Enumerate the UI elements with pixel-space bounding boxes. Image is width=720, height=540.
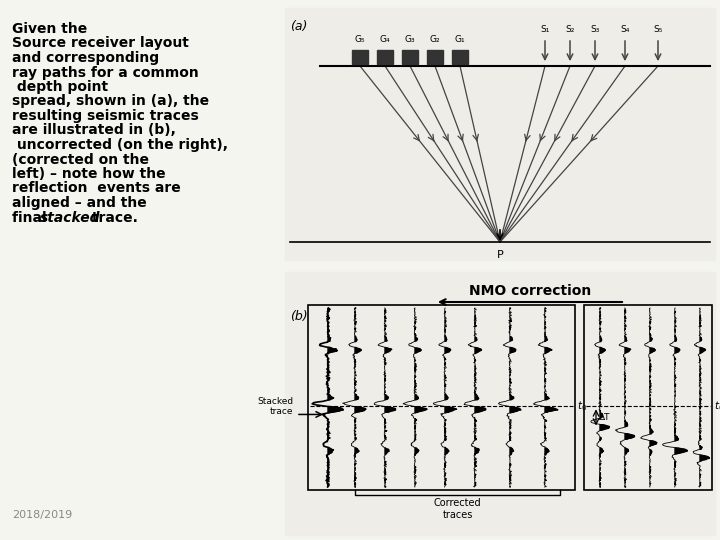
Text: Stacked
trace: Stacked trace (257, 397, 293, 416)
Text: aligned – and the: aligned – and the (12, 196, 147, 210)
Text: P: P (497, 250, 503, 260)
Text: Given the: Given the (12, 22, 87, 36)
Text: Corrected
traces: Corrected traces (433, 498, 481, 519)
Bar (584, 305, 712, 490)
Text: (b): (b) (290, 310, 307, 323)
Text: are illustrated in (b),: are illustrated in (b), (12, 124, 176, 138)
Text: S₂: S₂ (565, 25, 575, 34)
Text: spread, shown in (a), the: spread, shown in (a), the (12, 94, 209, 109)
Text: stacked: stacked (40, 211, 101, 225)
Bar (285, 8, 715, 260)
Text: NMO correction: NMO correction (469, 284, 591, 298)
Text: (corrected on the: (corrected on the (12, 152, 149, 166)
Text: ray paths for a common: ray paths for a common (12, 65, 199, 79)
Text: ΔT: ΔT (599, 413, 611, 422)
Text: (a): (a) (290, 20, 307, 33)
Text: $t_0$: $t_0$ (577, 400, 588, 413)
Text: S₅: S₅ (653, 25, 662, 34)
Text: S₁: S₁ (540, 25, 549, 34)
Text: trace.: trace. (87, 211, 138, 225)
Text: final: final (12, 211, 52, 225)
Bar (427, 50, 443, 64)
Text: uncorrected (on the right),: uncorrected (on the right), (12, 138, 228, 152)
Text: G₁: G₁ (455, 35, 465, 44)
Text: S₃: S₃ (590, 25, 600, 34)
Bar (402, 50, 418, 64)
Text: G₃: G₃ (405, 35, 415, 44)
Text: resulting seismic traces: resulting seismic traces (12, 109, 199, 123)
Text: G₅: G₅ (355, 35, 365, 44)
Bar (352, 50, 368, 64)
Text: Source receiver layout: Source receiver layout (12, 37, 189, 51)
Text: G₂: G₂ (430, 35, 441, 44)
Bar (452, 50, 468, 64)
Text: reflection  events are: reflection events are (12, 181, 181, 195)
Text: left) – note how the: left) – note how the (12, 167, 166, 181)
Text: depth point: depth point (12, 80, 108, 94)
Bar (377, 50, 393, 64)
Bar (308, 305, 575, 490)
Text: $t_0$: $t_0$ (714, 400, 720, 413)
Text: G₄: G₄ (379, 35, 390, 44)
Bar (285, 272, 715, 535)
Text: and corresponding: and corresponding (12, 51, 159, 65)
Text: 2018/2019: 2018/2019 (12, 510, 72, 520)
Text: S₄: S₄ (621, 25, 630, 34)
